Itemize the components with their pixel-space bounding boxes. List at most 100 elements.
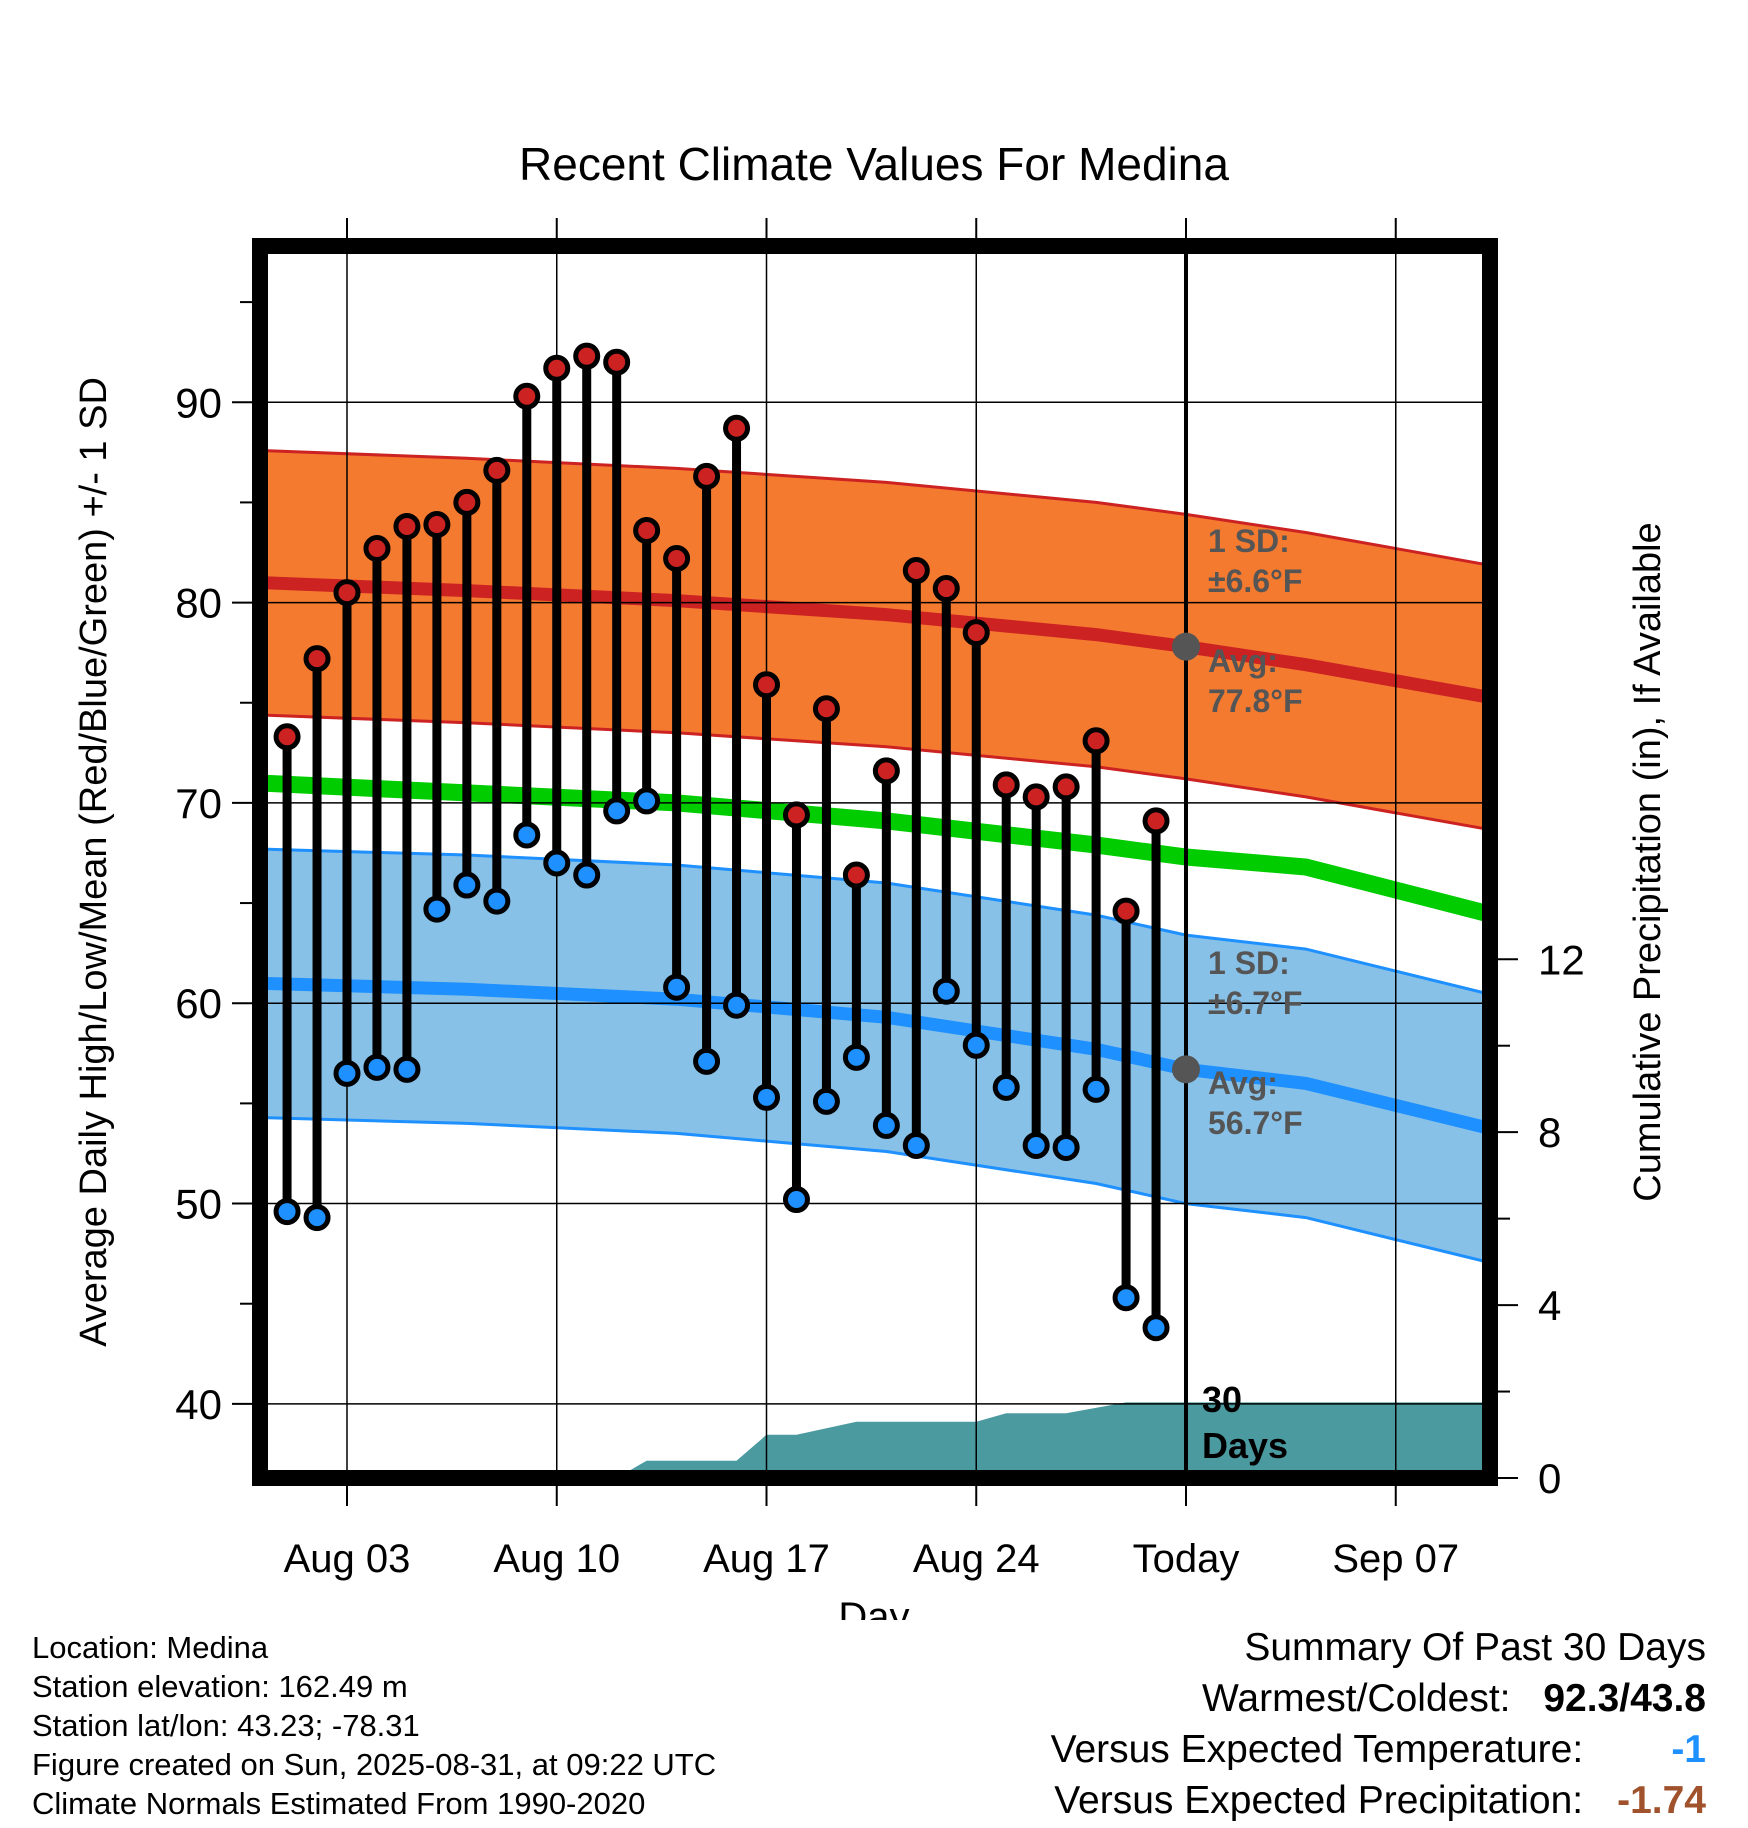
low-point <box>483 887 511 915</box>
high-point <box>872 757 900 785</box>
y2-tick-label: 4 <box>1538 1282 1561 1329</box>
low-sd-label: 1 SD: <box>1208 945 1290 981</box>
high-point <box>1082 727 1110 755</box>
high-point <box>453 488 481 516</box>
high-point <box>723 414 751 442</box>
low-point <box>303 1204 331 1232</box>
high-point <box>333 579 361 607</box>
summary-temp-label: Versus Expected Temperature: <box>1050 1728 1584 1771</box>
info-normals: Climate Normals Estimated From 1990-2020 <box>32 1786 646 1821</box>
high-point <box>1022 783 1050 811</box>
low-point <box>812 1087 840 1115</box>
high-normal-line <box>268 576 1482 703</box>
x-axis-label: Day <box>838 1595 909 1620</box>
high-point <box>782 801 810 829</box>
y-axis-label: Average Daily High/Low/Mean (Red/Blue/Gr… <box>73 377 115 1347</box>
x-tick-label: Aug 17 <box>703 1537 830 1581</box>
summary-warmest-row: Warmest/Coldest: 92.3/43.8 <box>1051 1673 1706 1724</box>
precipitation-area <box>630 1402 1482 1470</box>
low-sd-band <box>268 849 1482 1261</box>
y-tick-label: 70 <box>175 780 222 827</box>
low-avg-label: Avg: <box>1208 1065 1278 1101</box>
low-point <box>513 821 541 849</box>
high-point <box>423 510 451 538</box>
high-point <box>753 671 780 699</box>
summary-precip-row: Versus Expected Precipitation: -1.74 <box>1051 1775 1706 1826</box>
high-point <box>393 512 421 540</box>
low-band-lower-edge <box>268 1116 1482 1263</box>
summary-temp-row: Versus Expected Temperature: -1 <box>1051 1724 1706 1775</box>
info-created: Figure created on Sun, 2025-08-31, at 09… <box>32 1747 717 1782</box>
high-avg-label: Avg: <box>1208 643 1278 679</box>
low-point <box>962 1031 990 1059</box>
high-point <box>962 619 990 647</box>
low-point <box>1052 1133 1080 1161</box>
low-point <box>393 1055 421 1083</box>
info-location: Location: Medina <box>32 1630 269 1665</box>
summary-temp-value: -1 <box>1671 1728 1706 1771</box>
high-point <box>693 462 721 490</box>
high-point <box>633 516 661 544</box>
x-tick-label: Aug 03 <box>284 1537 411 1581</box>
low-point <box>543 849 571 877</box>
x-tick-label: Today <box>1133 1537 1240 1581</box>
summary-warmest-label: Warmest/Coldest: <box>1202 1677 1511 1720</box>
station-info: Location: Medina Station elevation: 162.… <box>32 1628 716 1823</box>
high-sd-band <box>268 450 1482 829</box>
y2-tick-label: 8 <box>1538 1109 1561 1156</box>
high-point <box>1112 897 1140 925</box>
high-point <box>303 645 331 673</box>
high-point <box>363 534 391 562</box>
low-point <box>663 973 691 1001</box>
low-point <box>992 1073 1020 1101</box>
days-label-text: Days <box>1202 1425 1288 1466</box>
y2-tick-label: 12 <box>1538 936 1585 983</box>
low-point <box>693 1047 721 1075</box>
low-sd-value: ±6.7°F <box>1208 985 1302 1021</box>
high-point <box>812 695 840 723</box>
low-point <box>1112 1284 1140 1312</box>
high-point <box>842 861 870 889</box>
low-avg-value: 56.7°F <box>1208 1105 1303 1141</box>
low-point <box>723 991 751 1019</box>
y-tick-label: 40 <box>175 1381 222 1428</box>
low-point <box>633 787 661 815</box>
low-point <box>842 1043 870 1071</box>
high-avg-value: 77.8°F <box>1208 683 1303 719</box>
low-point <box>1142 1314 1170 1342</box>
summary-precip-value: -1.74 <box>1617 1779 1706 1822</box>
high-sd-label: 1 SD: <box>1208 523 1290 559</box>
chart-title: Recent Climate Values For Medina <box>519 138 1229 190</box>
summary-precip-label: Versus Expected Precipitation: <box>1054 1779 1584 1822</box>
x-tick-label: Aug 24 <box>913 1537 1040 1581</box>
plot-frame <box>252 238 1498 1486</box>
low-point <box>423 895 451 923</box>
x-tick-label: Aug 10 <box>493 1537 620 1581</box>
low-point <box>753 1083 780 1111</box>
low-point <box>902 1131 930 1159</box>
y-tick-label: 60 <box>175 980 222 1027</box>
high-point <box>992 771 1020 799</box>
high-point <box>932 575 960 603</box>
high-point <box>573 342 601 370</box>
y-tick-label: 80 <box>175 580 222 627</box>
low-point <box>1082 1075 1110 1103</box>
high-band-lower-edge <box>268 713 1482 830</box>
low-point <box>932 977 960 1005</box>
mean-normal-line <box>268 774 1482 921</box>
high-point <box>663 545 691 573</box>
high-point <box>543 354 571 382</box>
high-point <box>1142 807 1170 835</box>
high-sd-value: ±6.6°F <box>1208 563 1302 599</box>
today-low-avg-marker <box>1172 1055 1200 1084</box>
low-point <box>453 871 481 899</box>
low-point <box>363 1053 391 1081</box>
y-tick-label: 50 <box>175 1181 222 1228</box>
summary-panel: Summary Of Past 30 Days Warmest/Coldest:… <box>1051 1622 1706 1826</box>
today-high-avg-marker <box>1172 632 1200 661</box>
low-point <box>603 797 631 825</box>
summary-title: Summary Of Past 30 Days <box>1244 1626 1706 1669</box>
y-tick-label: 90 <box>175 379 222 426</box>
low-band-upper-edge <box>268 847 1482 994</box>
y2-axis-label: Cumulative Precipitation (in), If Availa… <box>1627 522 1669 1201</box>
